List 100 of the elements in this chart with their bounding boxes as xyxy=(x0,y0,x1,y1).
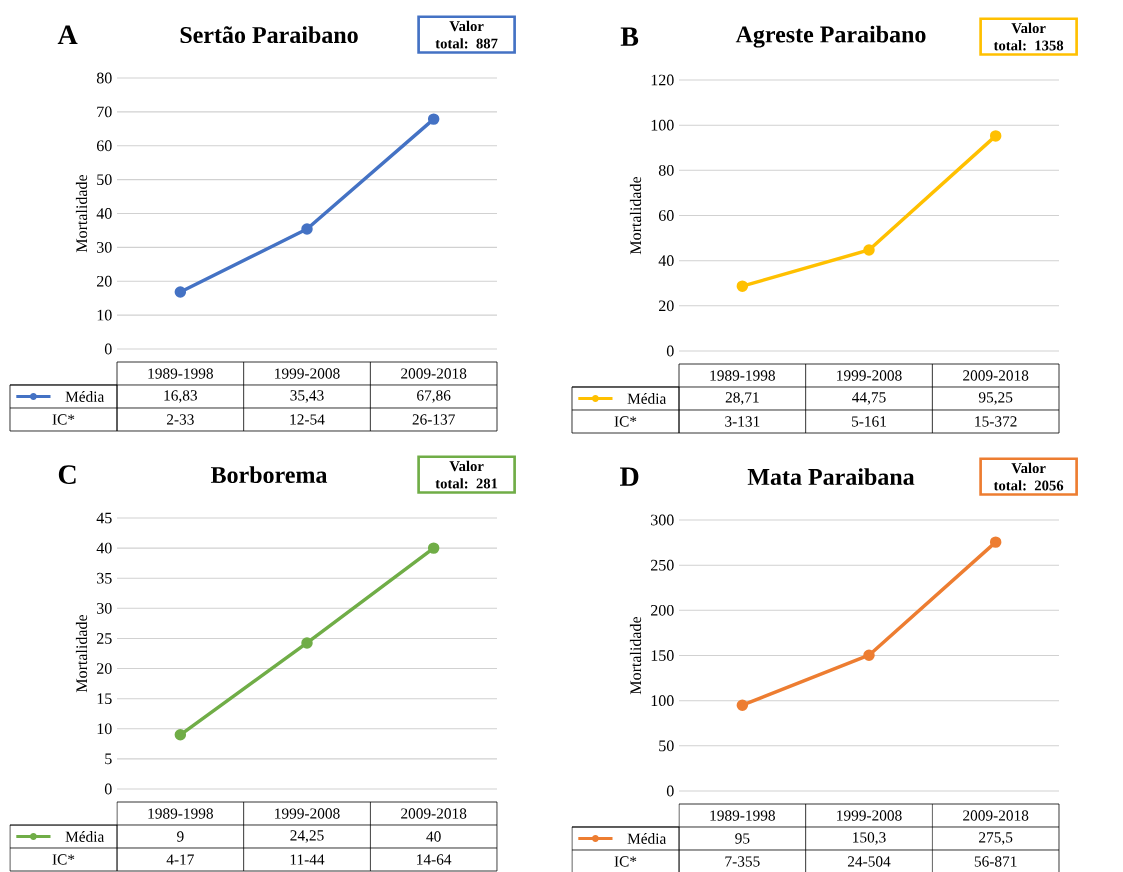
x-tick-label: 1989-1998 xyxy=(148,368,213,379)
y-tick-label: 50 xyxy=(659,740,674,752)
text: 24-504 xyxy=(847,856,891,867)
text: Valor total: 1358 xyxy=(993,22,1064,51)
text: 5-161 xyxy=(852,416,886,427)
x-tick-label: 2009-2018 xyxy=(401,368,467,379)
y-tick-label: 5 xyxy=(105,753,112,765)
data-label: 44,75 xyxy=(852,392,886,405)
y-axis-title: Mortalidade xyxy=(629,176,642,255)
text: B xyxy=(620,27,639,46)
data-label: 95 xyxy=(735,833,750,844)
y-tick-label: 200 xyxy=(651,604,674,616)
text: Valor total: 2056 xyxy=(993,462,1064,491)
point xyxy=(427,113,440,125)
y-tick-label: 100 xyxy=(651,119,674,131)
text: 56-871 xyxy=(974,856,1017,867)
text: C xyxy=(58,465,76,485)
point xyxy=(736,699,749,711)
y-tick-label: 30 xyxy=(97,241,112,253)
y-tick-label: 100 xyxy=(651,695,674,707)
y-tick-label: 70 xyxy=(97,106,112,118)
text: 3-131 xyxy=(725,416,760,427)
x-tick-label: 2009-2018 xyxy=(401,808,467,819)
y-tick-label: 20 xyxy=(97,275,112,287)
x-tick-label: 1989-1998 xyxy=(710,810,775,821)
text: 15-372 xyxy=(975,416,1017,427)
chart-title: Mata Paraibana xyxy=(747,468,915,486)
point xyxy=(174,729,187,741)
data-label: 16,83 xyxy=(164,390,197,403)
data-label: 95,25 xyxy=(978,392,1013,405)
x-tick-label: 1999-2008 xyxy=(275,808,340,819)
y-tick-label: 20 xyxy=(97,663,112,674)
y-tick-label: 50 xyxy=(97,174,112,186)
y-axis-title: Mortalidade xyxy=(75,614,88,693)
text: 12-54 xyxy=(290,414,325,425)
y-tick-label: 45 xyxy=(96,512,112,524)
data-label: 9 xyxy=(177,831,184,842)
x-tick-label: 1999-2008 xyxy=(275,368,340,379)
point xyxy=(863,649,875,661)
text: 26-137 xyxy=(412,414,455,425)
chart-title: Borborema xyxy=(210,466,328,484)
data-label: 67,86 xyxy=(417,390,451,403)
y-tick-label: 40 xyxy=(96,208,112,219)
y-tick-label: 0 xyxy=(104,343,112,355)
text: 14-64 xyxy=(417,854,452,865)
y-tick-label: 20 xyxy=(659,300,674,312)
data-label: 24,25 xyxy=(290,830,324,843)
x-tick-label: 1989-1998 xyxy=(710,370,775,381)
y-tick-label: 40 xyxy=(658,255,674,267)
y-tick-label: 300 xyxy=(651,514,674,526)
point xyxy=(427,542,440,554)
y-tick-label: 80 xyxy=(96,72,112,84)
x-tick-label: 2009-2018 xyxy=(963,810,1029,821)
y-tick-label: 0 xyxy=(104,783,112,795)
data-label: 150,3 xyxy=(853,832,886,845)
point xyxy=(989,536,1002,548)
legend-label: Média xyxy=(627,393,667,404)
data-label: 35,43 xyxy=(290,390,324,403)
chart-title: Sertão Paraibano xyxy=(180,26,358,44)
y-tick-label: 10 xyxy=(97,723,112,735)
point xyxy=(736,280,749,292)
text: IC* xyxy=(52,854,75,865)
x-tick-label: 1999-2008 xyxy=(837,370,902,381)
y-tick-label: 120 xyxy=(651,74,674,86)
y-tick-label: 80 xyxy=(658,164,674,176)
y-axis-title: Mortalidade xyxy=(629,616,642,695)
y-tick-label: 60 xyxy=(96,140,112,152)
y-tick-label: 60 xyxy=(658,210,674,221)
text: IC* xyxy=(614,416,637,427)
legend-label: Média xyxy=(65,391,105,402)
text: 2-33 xyxy=(166,414,194,425)
point xyxy=(174,286,187,298)
y-tick-label: 0 xyxy=(666,345,674,357)
legend-label: Média xyxy=(627,833,667,844)
y-tick-label: 15 xyxy=(97,693,112,705)
chart-title: Agreste Paraibano xyxy=(735,25,926,48)
legend-label: Média xyxy=(65,831,105,842)
y-axis-title: Mortalidade xyxy=(75,174,88,253)
point xyxy=(989,130,1002,142)
text: Valor total: 281 xyxy=(435,460,498,489)
y-tick-label: 40 xyxy=(96,542,112,554)
point xyxy=(301,223,313,235)
y-tick-label: 30 xyxy=(97,602,112,614)
text: Valor total: 887 xyxy=(435,20,498,49)
y-tick-label: 25 xyxy=(97,633,112,644)
text: 11-44 xyxy=(290,854,325,865)
y-tick-label: 150 xyxy=(651,650,674,661)
point xyxy=(301,637,313,649)
text: D xyxy=(620,467,639,486)
x-tick-label: 1989-1998 xyxy=(148,808,213,819)
y-tick-label: 250 xyxy=(651,559,674,571)
text: 7-355 xyxy=(725,856,760,867)
y-tick-label: 0 xyxy=(666,785,674,797)
text: A xyxy=(57,25,78,44)
y-tick-label: 35 xyxy=(97,572,112,584)
data-label: 275,5 xyxy=(979,832,1013,845)
text: IC* xyxy=(52,414,75,425)
point xyxy=(863,244,875,256)
text: 4-17 xyxy=(166,854,194,865)
text: IC* xyxy=(614,856,637,867)
